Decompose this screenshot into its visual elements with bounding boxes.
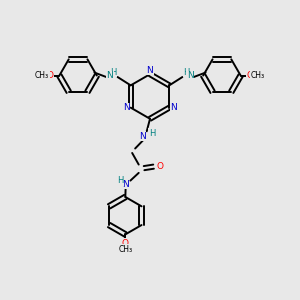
Text: N: N <box>170 103 177 112</box>
Text: H: H <box>183 68 189 77</box>
Text: CH₃: CH₃ <box>35 71 49 80</box>
Text: O: O <box>122 239 129 248</box>
Text: N: N <box>187 71 194 80</box>
Text: O: O <box>156 162 163 171</box>
Text: N: N <box>139 131 146 140</box>
Text: O: O <box>246 71 253 80</box>
Text: N: N <box>123 103 130 112</box>
Text: CH₃: CH₃ <box>251 71 265 80</box>
Text: N: N <box>106 71 113 80</box>
Text: H: H <box>117 176 124 185</box>
Text: H: H <box>149 129 155 138</box>
Text: H: H <box>111 68 117 77</box>
Text: N: N <box>122 180 129 189</box>
Text: N: N <box>147 65 153 74</box>
Text: O: O <box>47 71 54 80</box>
Text: CH₃: CH₃ <box>118 245 132 254</box>
